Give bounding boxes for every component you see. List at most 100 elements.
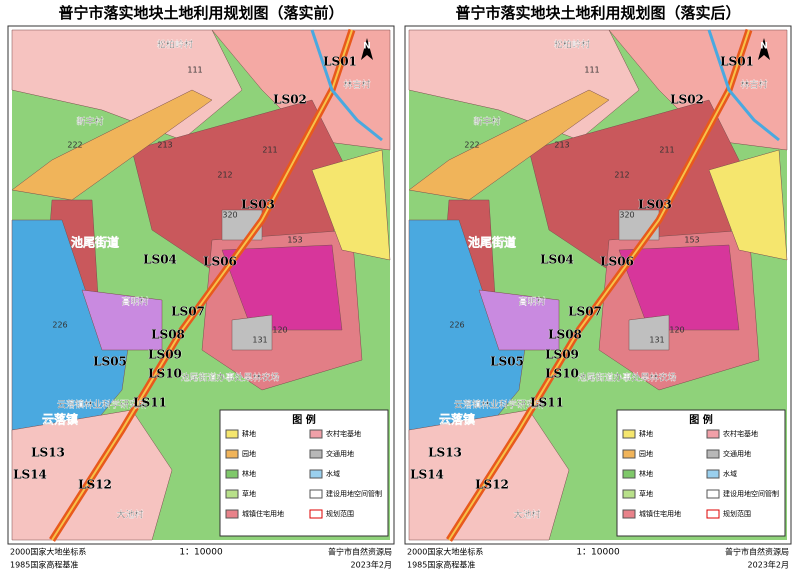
plot-label: LS06 xyxy=(600,255,634,269)
land-code: 213 xyxy=(157,141,172,150)
footer-height: 1985国家高程基准 xyxy=(10,560,78,570)
footer-crs: 2000国家大地坐标系 xyxy=(10,547,86,557)
legend-swatch xyxy=(622,489,636,499)
place-name: 云落镇林业科学研究所 xyxy=(57,399,147,411)
north-label: N xyxy=(363,42,371,52)
road-center xyxy=(51,29,353,541)
footer-date: 2023年2月 xyxy=(748,560,789,570)
land-code: 213 xyxy=(554,141,569,150)
place-name: 高明村 xyxy=(518,296,545,308)
land-parcel xyxy=(708,149,788,261)
legend-swatch xyxy=(309,429,323,439)
land-code: 120 xyxy=(272,326,287,335)
footer-org: 普宁市自然资源局 xyxy=(328,547,392,557)
land-code: 131 xyxy=(252,336,267,345)
land-parcel xyxy=(311,149,391,261)
place-name: 林吉村 xyxy=(740,79,767,91)
plot-label: LS14 xyxy=(410,468,444,482)
legend-item: 水域 xyxy=(723,469,737,478)
footer-height: 1985国家高程基准 xyxy=(407,560,475,570)
plot-label: LS09 xyxy=(545,348,579,362)
legend-swatch xyxy=(309,489,323,499)
legend-swatch xyxy=(309,509,323,519)
map: N 111 222 213 212 211 320 153 226 120 131 松柏岭村林吉村新丰… xyxy=(11,28,391,542)
legend-swatch xyxy=(225,449,239,459)
land-parcel xyxy=(11,89,213,201)
place-name: 云落镇 xyxy=(439,412,475,427)
plot-label: LS05 xyxy=(93,355,127,369)
plot-label: LS11 xyxy=(133,396,167,410)
place-name: 林吉村 xyxy=(343,79,370,91)
plot-label: LS13 xyxy=(31,446,65,460)
plot-label: LS12 xyxy=(78,478,112,492)
legend-item: 园地 xyxy=(639,449,653,458)
plot-label: LS06 xyxy=(203,255,237,269)
legend-item: 林地 xyxy=(242,469,256,478)
north-arrow xyxy=(758,38,770,60)
legend-item: 林地 xyxy=(639,469,653,478)
plot-label: LS02 xyxy=(273,93,307,107)
land-parcel xyxy=(478,289,560,351)
plot-label: LS08 xyxy=(548,328,582,342)
place-name: 池尾街道办事处果林农场 xyxy=(180,372,279,384)
plot-label: LS11 xyxy=(530,396,564,410)
plot-label: LS05 xyxy=(490,355,524,369)
legend-item: 建设用地空间管制 xyxy=(723,489,779,498)
place-name: 池尾街道 xyxy=(71,235,119,250)
plot-label: LS02 xyxy=(670,93,704,107)
plot-label: LS03 xyxy=(241,198,275,212)
land-code: 153 xyxy=(287,236,302,245)
land-code: 320 xyxy=(619,211,634,220)
plot-label: LS09 xyxy=(148,348,182,362)
plot-label: LS10 xyxy=(545,367,579,381)
legend-swatch xyxy=(225,429,239,439)
legend-swatch xyxy=(622,469,636,479)
legend-swatch xyxy=(706,429,720,439)
land-parcel xyxy=(618,244,740,331)
land-parcel xyxy=(408,89,610,201)
legend-item: 园地 xyxy=(242,449,256,458)
legend-swatch xyxy=(309,469,323,479)
legend-box xyxy=(616,409,786,537)
land-code: 320 xyxy=(222,211,237,220)
legend-swatch xyxy=(309,449,323,459)
legend-item: 耕地 xyxy=(242,429,256,438)
footer-scale: 1：10000 xyxy=(576,548,620,558)
legend-swatch xyxy=(706,469,720,479)
land-parcel xyxy=(628,314,670,351)
land-code: 120 xyxy=(669,326,684,335)
legend-swatch xyxy=(706,489,720,499)
land-code: 226 xyxy=(449,321,464,330)
legend-item: 交通用地 xyxy=(723,449,751,458)
road-center xyxy=(448,29,750,541)
legend-swatch xyxy=(706,509,720,519)
place-name: 松柏岭村 xyxy=(554,39,590,51)
land-code: 212 xyxy=(614,171,629,180)
place-name: 池尾街道 xyxy=(468,235,516,250)
legend-swatch xyxy=(622,509,636,519)
land-code: 131 xyxy=(649,336,664,345)
legend-swatch xyxy=(225,469,239,479)
plot-label: LS14 xyxy=(13,468,47,482)
legend-swatch xyxy=(706,449,720,459)
plot-label: LS12 xyxy=(475,478,509,492)
plot-label: LS01 xyxy=(323,55,357,69)
land-code: 212 xyxy=(217,171,232,180)
plot-label: LS04 xyxy=(143,253,177,267)
legend-swatch xyxy=(622,429,636,439)
legend-item: 建设用地空间管制 xyxy=(326,489,382,498)
legend-item: 城镇住宅用地 xyxy=(639,509,681,518)
land-parcel xyxy=(221,244,343,331)
place-name: 新丰村 xyxy=(473,116,500,128)
legend-title: 图 例 xyxy=(689,413,712,426)
map-frame xyxy=(404,25,792,545)
legend-item: 城镇住宅用地 xyxy=(242,509,284,518)
legend-item: 耕地 xyxy=(639,429,653,438)
plot-label: LS07 xyxy=(568,305,602,319)
plot-label: LS13 xyxy=(428,446,462,460)
place-name: 松柏岭村 xyxy=(157,39,193,51)
plot-label: LS01 xyxy=(720,55,754,69)
land-parcel xyxy=(231,314,273,351)
place-name: 大池村 xyxy=(513,509,540,521)
land-code: 226 xyxy=(52,321,67,330)
